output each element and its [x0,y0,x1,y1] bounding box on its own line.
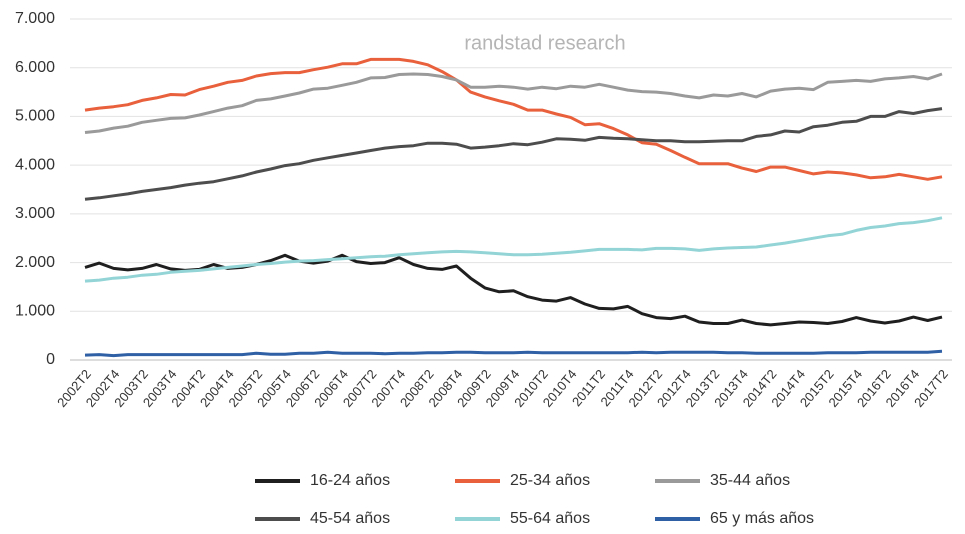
series-line [84,253,943,327]
series-line [84,72,943,134]
legend-label: 16-24 años [310,472,390,489]
legend-label: 25-34 años [510,472,590,489]
y-tick-label: 5.000 [15,108,55,125]
legend-label: 65 y más años [710,510,814,527]
legend-label: 55-64 años [510,510,590,527]
y-tick-label: 1.000 [15,303,55,320]
legend-label: 35-44 años [710,472,790,489]
series-line [84,216,943,283]
series-line [84,107,943,201]
y-tick-label: 0 [46,351,55,368]
y-tick-label: 6.000 [15,59,55,76]
y-tick-label: 4.000 [15,156,55,173]
y-tick-label: 3.000 [15,205,55,222]
legend-label: 45-54 años [310,510,390,527]
series-line [84,57,943,181]
series-line [84,349,943,358]
y-tick-label: 2.000 [15,254,55,271]
y-tick-label: 7.000 [15,10,55,27]
watermark: randstad research [464,32,625,54]
